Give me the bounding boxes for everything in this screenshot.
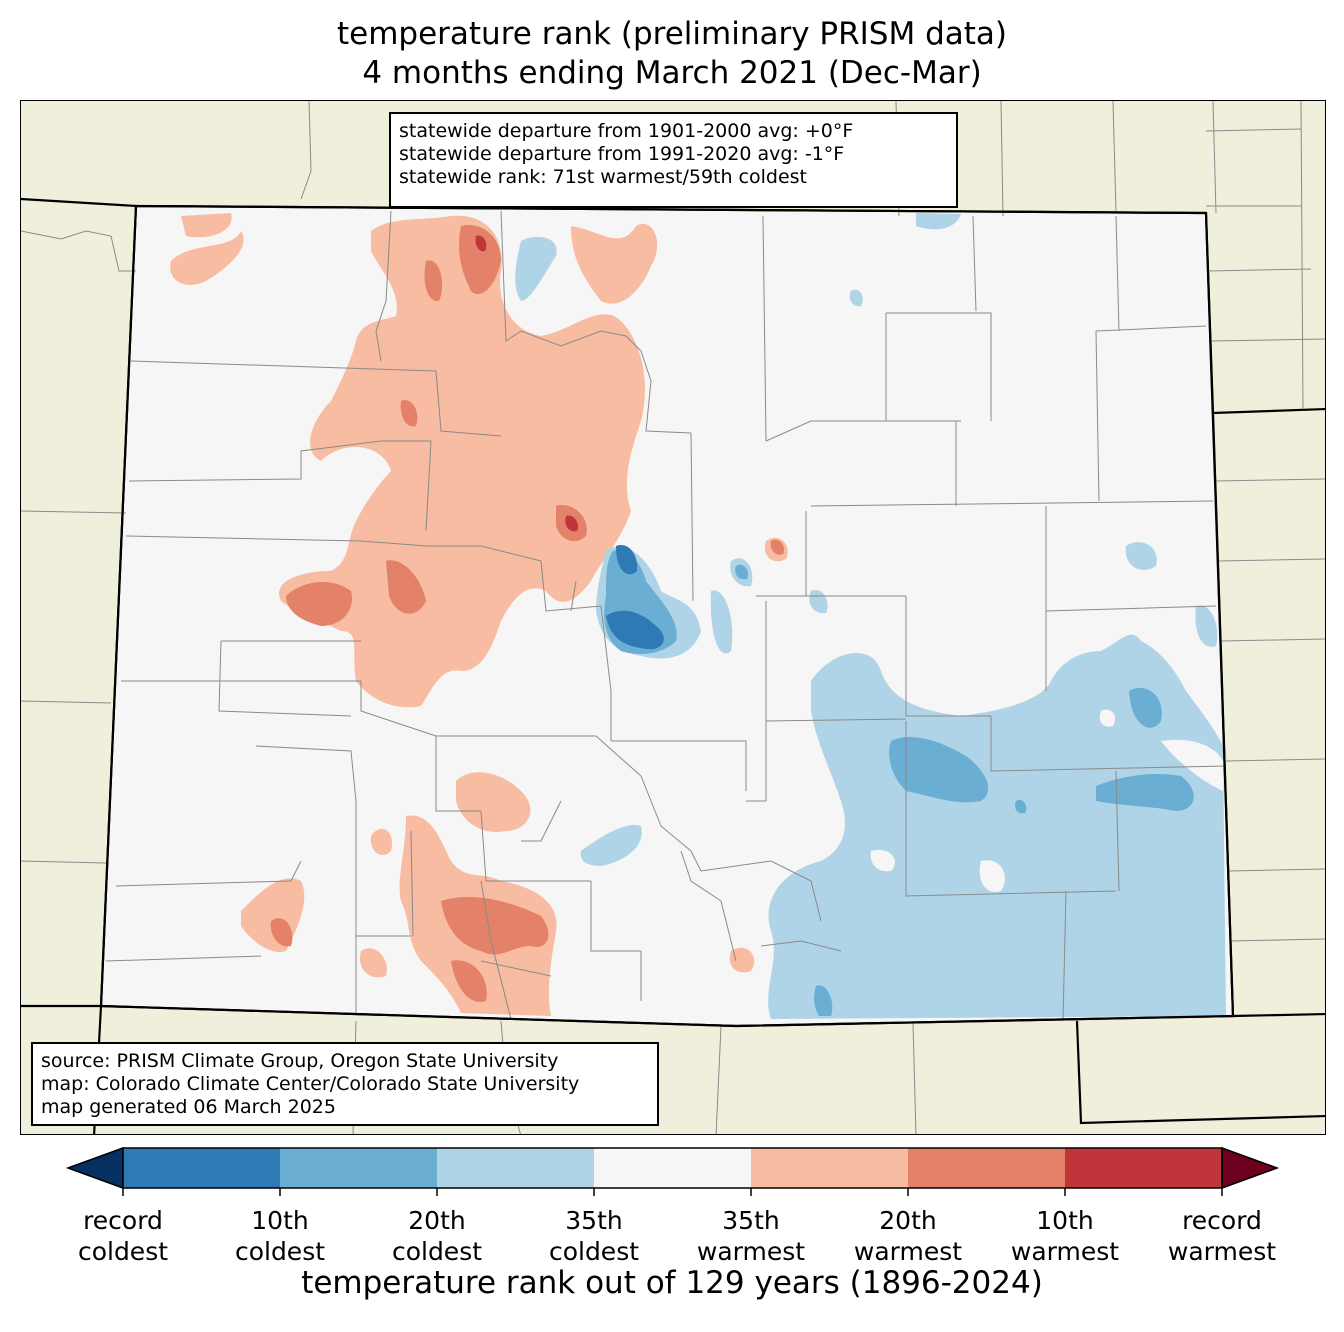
statewide-stats-box: statewide departure from 1901-2000 avg: … bbox=[389, 112, 958, 208]
colorbar-label-10th-coldest: 10th coldest bbox=[234, 1206, 326, 1266]
stats-departure-1991-2020: statewide departure from 1991-2020 avg: … bbox=[399, 143, 845, 165]
colorbar bbox=[65, 1146, 1280, 1196]
colorbar-label-record-coldest: record coldest bbox=[77, 1206, 169, 1266]
map-credit-line: map: Colorado Climate Center/Colorado St… bbox=[41, 1073, 580, 1095]
colorbar-segment-3 bbox=[437, 1148, 594, 1188]
source-line: source: PRISM Climate Group, Oregon Stat… bbox=[41, 1050, 559, 1072]
colorbar-segment-4 bbox=[594, 1148, 751, 1188]
outside-county-lines bbox=[21, 101, 1325, 1134]
colorado-county-lines bbox=[105, 210, 1227, 1022]
colorbar-label-20th-warmest: 20th warmest bbox=[853, 1206, 963, 1266]
warm-anomaly-20th-10th bbox=[270, 225, 785, 1002]
stats-rank: statewide rank: 71st warmest/59th coldes… bbox=[399, 166, 808, 188]
source-box: source: PRISM Climate Group, Oregon Stat… bbox=[31, 1042, 659, 1126]
colorbar-ticks bbox=[122, 1188, 1223, 1196]
colorbar-segment-7 bbox=[1065, 1148, 1222, 1188]
colorbar-segment-2 bbox=[280, 1148, 437, 1188]
warm-anomaly-10th-record bbox=[475, 235, 579, 532]
colorbar-label-35th-coldest: 35th coldest bbox=[548, 1206, 640, 1266]
colorbar-extend-warm bbox=[1221, 1146, 1280, 1190]
cool-anomaly-record-10th bbox=[606, 545, 664, 650]
map-title-line2: 4 months ending March 2021 (Dec-Mar) bbox=[362, 55, 982, 91]
colorbar-outline bbox=[122, 1147, 1223, 1189]
colorado-map bbox=[21, 101, 1325, 1134]
map-generated-line: map generated 06 March 2025 bbox=[41, 1096, 336, 1118]
near-normal-holes bbox=[870, 709, 1223, 892]
colorbar-label-35th-warmest: 35th warmest bbox=[696, 1206, 806, 1266]
colorbar-segment-1 bbox=[123, 1148, 280, 1188]
stats-departure-1901-2000: statewide departure from 1901-2000 avg: … bbox=[399, 120, 854, 142]
map-title-line1: temperature rank (preliminary PRISM data… bbox=[336, 16, 1007, 52]
colorbar-extend-cold bbox=[65, 1146, 124, 1190]
colorbar-segment-6 bbox=[908, 1148, 1065, 1188]
colorbar-label-10th-warmest: 10th warmest bbox=[1010, 1206, 1120, 1266]
colorado-border bbox=[99, 204, 1235, 1028]
map-frame bbox=[20, 100, 1326, 1135]
colorbar-label-record-warmest: record warmest bbox=[1167, 1206, 1277, 1266]
colorbar-segment-5 bbox=[751, 1148, 908, 1188]
colorbar-title: temperature rank out of 129 years (1896-… bbox=[301, 1265, 1043, 1301]
colorbar-label-20th-coldest: 20th coldest bbox=[391, 1206, 483, 1266]
